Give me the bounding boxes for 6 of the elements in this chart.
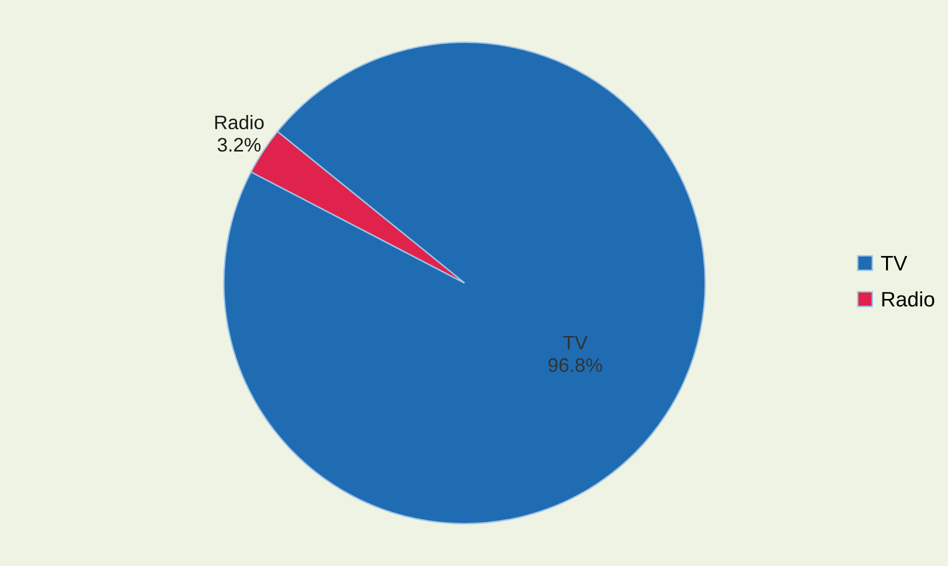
data-label: 3.2% bbox=[218, 138, 261, 152]
legend-label: TV bbox=[881, 256, 908, 270]
slice-label: Radio bbox=[215, 115, 264, 130]
slice-label: TV bbox=[563, 336, 588, 350]
legend-label: Radio bbox=[882, 291, 934, 307]
data-label: 96.8% bbox=[548, 358, 602, 372]
